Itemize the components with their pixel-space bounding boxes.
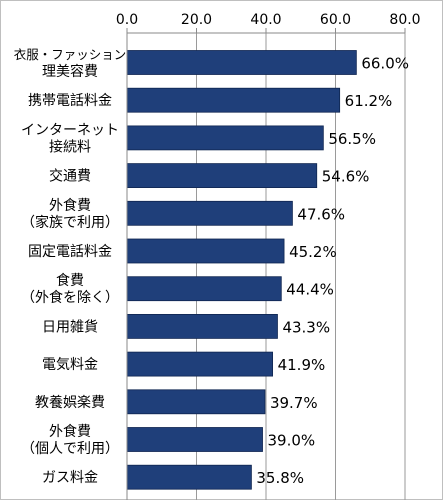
category-label: ガス料金	[42, 470, 98, 486]
data-label: 41.9%	[278, 356, 326, 374]
category-label: インターネット	[21, 122, 119, 138]
bar	[126, 351, 274, 377]
category-label: 固定電話料金	[28, 243, 112, 260]
x-tick-label: 80.0	[389, 12, 420, 28]
category-label: 外食費	[49, 423, 91, 440]
category-label: 携帯電話料金	[28, 92, 112, 109]
category-label: 理美容費	[42, 63, 98, 80]
bars	[126, 50, 357, 490]
x-tick-label: 40.0	[250, 12, 281, 28]
bar	[126, 427, 263, 452]
data-label: 45.2%	[289, 243, 337, 261]
category-label: 衣服・ファッション	[14, 47, 127, 62]
data-label: 39.0%	[268, 432, 316, 450]
bar	[126, 87, 341, 113]
bar	[126, 313, 278, 339]
category-label: 日用雑貨	[42, 318, 98, 335]
data-label: 44.4%	[286, 281, 334, 299]
category-labels: 衣服・ファッション理美容費携帯電話料金インターネット接続料交通費外食費（家族で利…	[14, 47, 127, 486]
bar	[126, 50, 357, 75]
category-label: （外食を除く）	[21, 289, 119, 306]
bar	[126, 464, 252, 490]
data-label: 43.3%	[282, 318, 330, 336]
data-label: 61.2%	[345, 92, 393, 110]
bar	[126, 276, 282, 302]
category-label: 外食費	[49, 197, 91, 214]
data-label: 39.7%	[270, 394, 318, 412]
data-label: 47.6%	[297, 205, 345, 223]
data-label: 56.5%	[328, 130, 376, 148]
category-label: 食費	[56, 272, 84, 289]
value-labels: 66.0% 61.2% 56.5% 54.6% 47.6% 45.2% 44.4% 43.3%…	[256, 55, 409, 488]
x-tick-label: 0.0	[116, 12, 138, 28]
category-label: 電気料金	[42, 357, 98, 373]
data-label: 66.0%	[361, 55, 409, 73]
data-label: 35.8%	[256, 469, 304, 487]
x-tick-label: 60.0	[320, 12, 351, 28]
category-label: 教養娯楽費	[35, 394, 105, 411]
bar	[126, 125, 324, 151]
bar	[126, 163, 318, 189]
data-label: 54.6%	[322, 168, 370, 186]
bar	[126, 238, 285, 264]
category-label: （個人で利用）	[21, 441, 119, 457]
bar	[126, 200, 293, 226]
x-tick-label: 20.0	[181, 12, 212, 28]
bar	[126, 389, 266, 415]
x-axis-ticks: 0.0 20.0 40.0 60.0 80.0	[116, 12, 421, 34]
category-label: 交通費	[49, 168, 91, 185]
category-label: （家族で利用）	[21, 214, 119, 231]
category-label: 接続料	[49, 138, 91, 155]
